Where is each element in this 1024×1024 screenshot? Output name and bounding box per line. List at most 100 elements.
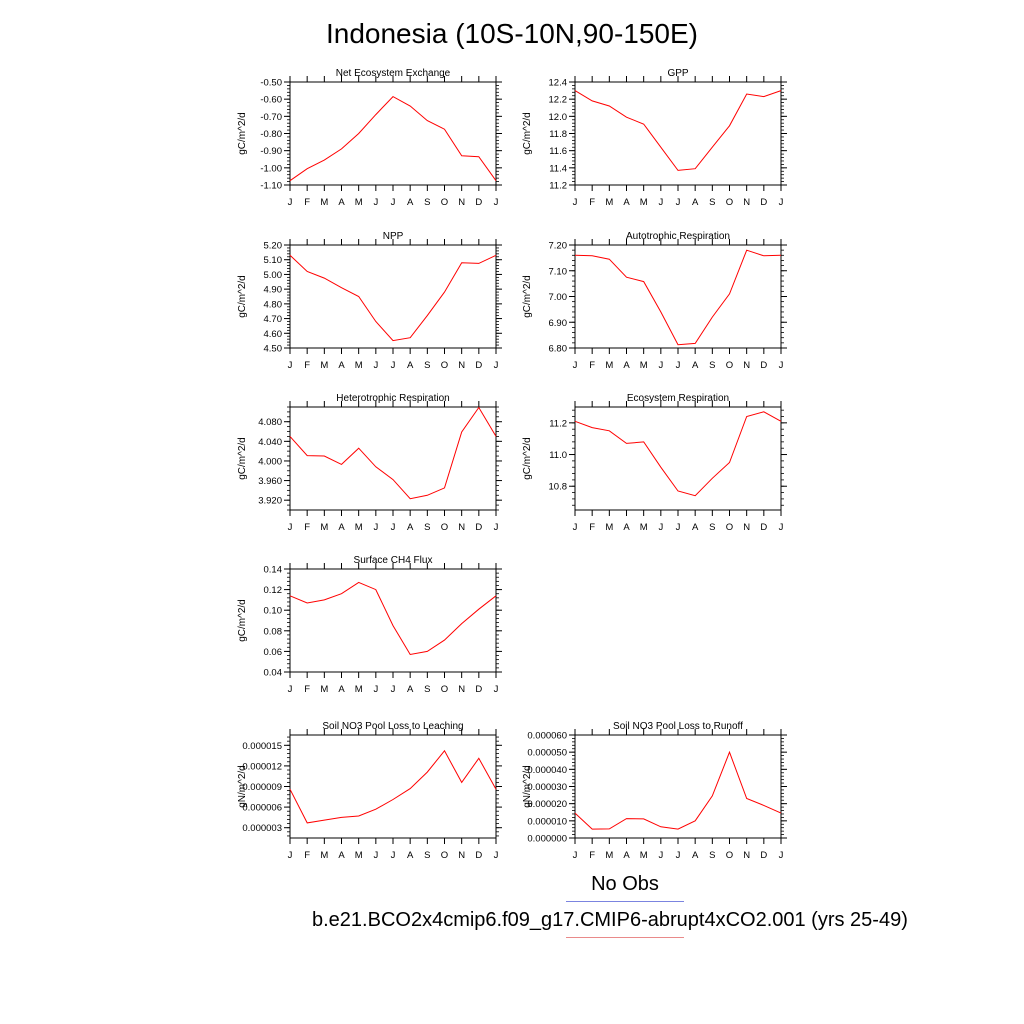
y-tick-label: 0.000030 (527, 782, 567, 793)
y-axis-label: gC/m^2/d (237, 112, 248, 155)
y-tick-label: 0.000010 (527, 816, 567, 827)
x-tick-label: J (779, 197, 784, 208)
x-tick-label: N (743, 522, 750, 533)
x-tick-label: J (373, 850, 378, 860)
series-line (574, 249, 782, 346)
y-tick-label: 0.12 (264, 585, 283, 596)
plot-frame (574, 406, 782, 511)
y-axis-label: gC/m^2/d (522, 112, 533, 155)
y-tick-label: 0.000060 (527, 731, 567, 742)
x-tick-label: J (658, 850, 663, 860)
x-tick-label: D (475, 197, 482, 208)
x-tick-label: J (288, 522, 293, 533)
x-tick-label: J (288, 360, 293, 371)
x-tick-label: J (494, 522, 499, 533)
x-tick-label: J (779, 360, 784, 371)
x-tick-label: F (304, 850, 310, 860)
x-tick-label: A (692, 360, 699, 371)
x-tick-label: J (676, 197, 681, 208)
x-tick-label: S (424, 684, 430, 695)
x-tick-label: A (338, 360, 345, 371)
chart-panel: Ecosystem Respiration gC/m^2/d 10.8 11.0 11.… (522, 393, 787, 533)
y-tick-label: 11.2 (549, 181, 567, 192)
chart-title: Ecosystem Respiration (627, 393, 729, 404)
y-tick-label: 0.000009 (242, 782, 282, 793)
x-tick-label: J (573, 197, 578, 208)
series-line (574, 90, 782, 171)
chart-panel: Autotrophic Respiration gC/m^2/d 6.80 6.90 7… (522, 231, 787, 371)
x-tick-label: F (304, 360, 310, 371)
x-tick-label: J (494, 197, 499, 208)
x-tick-label: O (441, 522, 448, 533)
y-tick-label: 7.20 (549, 241, 568, 252)
x-tick-label: F (304, 197, 310, 208)
y-tick-label: 0.000006 (242, 803, 282, 814)
y-tick-label: -0.90 (260, 146, 282, 157)
chart-panel: NPP gC/m^2/d 4.50 4.60 4.70 4.80 4.90 5.00 5.10 5… (237, 231, 502, 371)
chart-panel: GPP gC/m^2/d 11.2 11.4 11.6 11.8 12.0 12.2 12.4 J… (522, 68, 787, 208)
y-axis-label: gC/m^2/d (237, 275, 248, 318)
x-tick-label: A (338, 684, 345, 695)
x-tick-label: M (355, 360, 363, 371)
x-tick-label: J (658, 197, 663, 208)
legend-obs-line (566, 901, 684, 902)
x-tick-label: J (676, 850, 681, 860)
x-tick-label: N (743, 197, 750, 208)
x-tick-label: N (458, 684, 465, 695)
x-tick-label: J (658, 360, 663, 371)
chart-title: Autotrophic Respiration (626, 231, 730, 242)
y-tick-label: -1.00 (260, 163, 282, 174)
y-axis-label: gN/m^2/d (237, 765, 248, 808)
x-tick-label: N (458, 522, 465, 533)
x-tick-label: D (475, 684, 482, 695)
x-tick-label: J (373, 522, 378, 533)
x-tick-label: J (391, 850, 396, 860)
x-tick-label: J (288, 684, 293, 695)
chart-panel: Heterotrophic Respiration gC/m^2/d 3.920 3.… (237, 393, 502, 533)
plot-frame (289, 406, 497, 511)
x-tick-label: M (355, 197, 363, 208)
x-tick-label: J (573, 522, 578, 533)
x-tick-label: M (605, 360, 613, 371)
x-tick-label: O (441, 684, 448, 695)
x-tick-label: M (355, 522, 363, 533)
x-tick-label: J (573, 360, 578, 371)
y-tick-label: 4.60 (264, 329, 283, 340)
legend-case-label: b.e21.BCO2x4cmip6.f09_g17.CMIP6-abrupt4x… (312, 909, 908, 931)
panel-grid: Net Ecosystem Exchange gC/m^2/d -1.10 -1.00… (237, 68, 787, 860)
y-tick-label: 0.04 (264, 668, 283, 679)
x-tick-label: D (760, 360, 767, 371)
figure-title: Indonesia (10S-10N,90-150E) (325, 18, 698, 49)
legend-obs-label: No Obs (591, 873, 659, 895)
chart-title: Soil NO3 Pool Loss to Leaching (322, 721, 463, 732)
y-tick-label: -0.80 (260, 129, 282, 140)
x-tick-label: M (640, 197, 648, 208)
x-tick-label: A (623, 850, 630, 860)
chart-title: Surface CH4 Flux (354, 555, 433, 566)
x-tick-label: A (623, 197, 630, 208)
series-line (289, 749, 497, 824)
y-tick-label: 7.10 (549, 266, 568, 277)
x-tick-label: J (373, 360, 378, 371)
x-tick-label: S (424, 850, 430, 860)
y-tick-label: -0.70 (260, 112, 282, 123)
x-tick-label: D (760, 522, 767, 533)
x-tick-label: J (658, 522, 663, 533)
x-tick-label: N (458, 197, 465, 208)
x-tick-label: J (391, 684, 396, 695)
x-tick-label: O (726, 522, 733, 533)
y-axis-label: gC/m^2/d (522, 437, 533, 480)
y-tick-label: 10.8 (549, 482, 568, 493)
x-tick-label: M (320, 684, 328, 695)
x-tick-label: J (573, 850, 578, 860)
x-tick-label: N (458, 360, 465, 371)
y-axis-label: gC/m^2/d (237, 437, 248, 480)
x-tick-label: D (475, 850, 482, 860)
x-tick-label: F (589, 850, 595, 860)
x-tick-label: O (726, 197, 733, 208)
series-line (574, 411, 782, 497)
y-tick-label: 4.080 (258, 417, 282, 428)
y-tick-label: 5.10 (264, 255, 283, 266)
x-tick-label: M (320, 197, 328, 208)
y-tick-label: 4.80 (264, 299, 283, 310)
